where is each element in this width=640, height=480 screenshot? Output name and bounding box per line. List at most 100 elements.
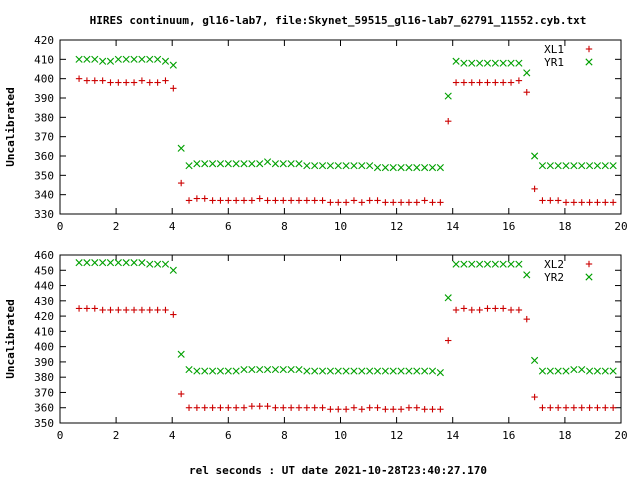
- data-point: [138, 55, 146, 63]
- x-tick-label: 0: [57, 220, 64, 233]
- data-point: [185, 197, 193, 204]
- data-point: [161, 57, 170, 65]
- x-tick-label: 2: [113, 220, 120, 233]
- data-point: [311, 404, 318, 411]
- data-point: [311, 197, 318, 204]
- data-point: [546, 162, 554, 170]
- data-point: [342, 162, 350, 170]
- data-point: [83, 259, 91, 267]
- y-tick-label: 420: [34, 34, 54, 47]
- data-point: [358, 199, 366, 206]
- x-tick-label: 10: [334, 429, 347, 442]
- data-point: [397, 367, 405, 375]
- legend-label: YR2: [544, 271, 564, 284]
- y-axis-label: Uncalibrated: [4, 87, 17, 166]
- data-point: [193, 160, 201, 168]
- data-point: [201, 160, 209, 168]
- data-point: [421, 197, 428, 204]
- y-tick-label: 440: [34, 280, 54, 293]
- data-point: [303, 367, 311, 375]
- data-point: [303, 404, 311, 411]
- data-point: [515, 59, 523, 67]
- legend-marker: [585, 58, 593, 66]
- data-point: [107, 306, 114, 314]
- data-point: [303, 197, 311, 204]
- data-point: [381, 367, 389, 375]
- data-point: [319, 197, 326, 204]
- data-point: [279, 160, 287, 168]
- data-point: [162, 77, 169, 84]
- x-tick-label: 8: [281, 429, 288, 442]
- data-point: [381, 164, 389, 172]
- data-point: [429, 199, 436, 206]
- data-point: [609, 367, 617, 375]
- data-point: [248, 403, 256, 410]
- data-point: [177, 350, 185, 358]
- data-point: [99, 259, 107, 267]
- data-point: [99, 57, 107, 65]
- data-point: [161, 260, 170, 268]
- data-point: [523, 315, 530, 323]
- data-point: [75, 75, 83, 82]
- data-point: [390, 199, 397, 206]
- data-point: [177, 144, 185, 152]
- data-point: [547, 404, 554, 411]
- data-point: [468, 260, 476, 268]
- data-point: [444, 294, 452, 302]
- x-axis-label: rel seconds : UT date 2021-10-28T23:40:2…: [189, 464, 487, 477]
- y-tick-label: 460: [34, 249, 54, 262]
- data-point: [295, 365, 303, 374]
- data-point: [452, 306, 460, 314]
- data-point: [538, 162, 547, 170]
- data-point: [562, 162, 570, 170]
- data-point: [554, 367, 562, 375]
- data-point: [366, 404, 373, 411]
- data-point: [585, 367, 594, 375]
- data-point: [437, 406, 444, 413]
- data-point: [146, 79, 153, 86]
- data-point: [570, 365, 578, 374]
- data-point: [602, 199, 609, 206]
- data-point: [217, 404, 224, 411]
- data-point: [491, 260, 499, 268]
- data-point: [216, 160, 225, 168]
- data-point: [287, 365, 295, 374]
- data-point: [358, 367, 366, 375]
- data-point: [405, 199, 413, 206]
- legend-label: XL2: [544, 258, 564, 271]
- data-point: [83, 55, 91, 63]
- data-point: [413, 199, 420, 206]
- data-point: [99, 77, 106, 84]
- data-point: [248, 160, 256, 168]
- data-point: [444, 92, 452, 100]
- data-point: [468, 306, 475, 314]
- y-tick-label: 400: [34, 341, 54, 354]
- data-point: [554, 404, 562, 411]
- y-tick-label: 450: [34, 264, 54, 277]
- x-tick-label: 16: [502, 220, 515, 233]
- data-point: [271, 160, 280, 168]
- y-tick-label: 390: [34, 356, 54, 369]
- series-YR2: [75, 259, 617, 377]
- data-point: [256, 160, 264, 168]
- x-tick-label: 6: [225, 220, 232, 233]
- x-tick-label: 4: [169, 429, 176, 442]
- data-point: [193, 367, 201, 375]
- data-point: [272, 197, 279, 204]
- data-point: [295, 197, 303, 204]
- data-point: [546, 367, 554, 375]
- y-tick-label: 380: [34, 371, 54, 384]
- data-point: [601, 367, 609, 375]
- data-point: [374, 197, 381, 204]
- data-point: [154, 55, 162, 63]
- data-point: [185, 404, 193, 411]
- x-tick-label: 16: [502, 429, 515, 442]
- data-point: [350, 404, 358, 411]
- data-point: [209, 367, 217, 375]
- data-point: [115, 306, 122, 314]
- data-point: [515, 260, 523, 268]
- data-point: [460, 305, 468, 312]
- data-point: [554, 197, 562, 204]
- y-tick-label: 430: [34, 295, 54, 308]
- data-point: [83, 77, 91, 84]
